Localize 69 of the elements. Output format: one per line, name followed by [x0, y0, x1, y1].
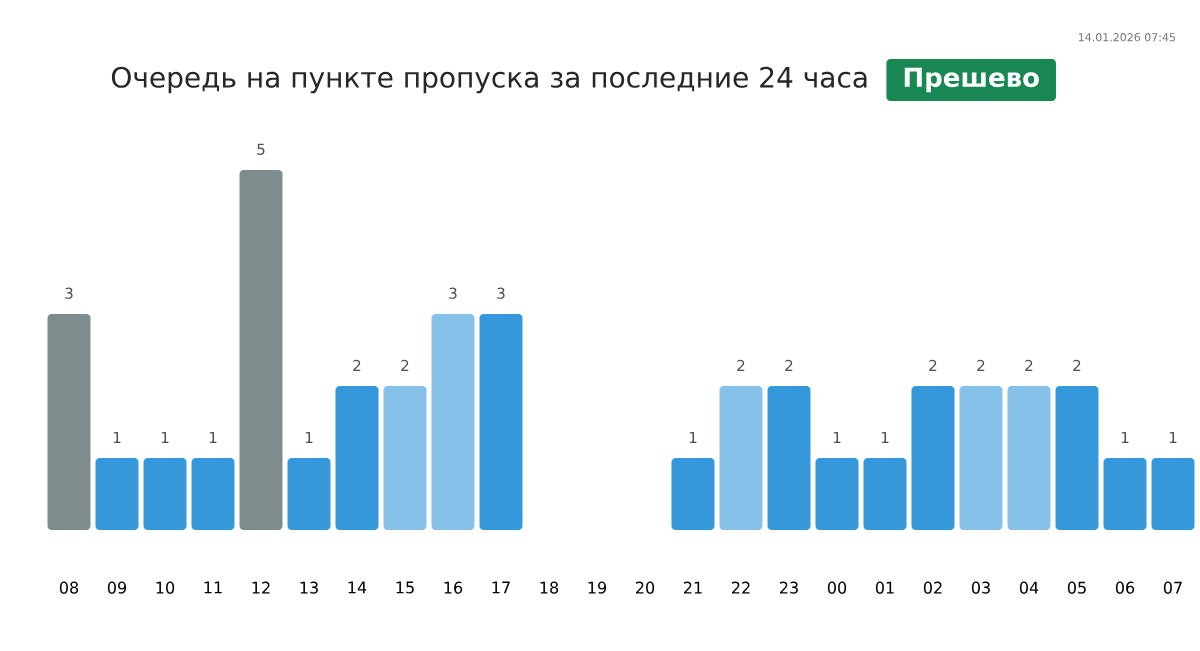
data-label: 1 — [833, 432, 841, 443]
data-label: 1 — [209, 432, 217, 443]
bar — [767, 385, 811, 530]
x-tick-label: 08 — [59, 581, 79, 594]
x-tick-label: 21 — [683, 581, 702, 594]
data-label: 2 — [929, 359, 937, 371]
data-label: 1 — [689, 432, 697, 443]
bar — [431, 314, 475, 530]
x-tick-label: 03 — [971, 581, 990, 594]
bar — [671, 457, 715, 530]
data-label: 2 — [977, 359, 985, 371]
data-label: 2 — [737, 359, 745, 371]
x-tick-label: 09 — [107, 581, 127, 594]
bar — [239, 170, 283, 530]
x-tick-label: 04 — [1019, 581, 1039, 594]
data-label: 2 — [353, 359, 361, 371]
x-tick-label: 01 — [875, 581, 894, 594]
data-label: 2 — [785, 359, 793, 371]
bar — [815, 457, 859, 530]
x-tick-label: 18 — [540, 581, 559, 594]
x-tick-label: 06 — [1115, 581, 1135, 594]
bar — [1151, 457, 1195, 530]
x-tick-label: 07 — [1163, 581, 1182, 594]
data-label: 3 — [65, 287, 73, 299]
bar — [383, 385, 427, 530]
data-label: 2 — [401, 359, 409, 371]
x-tick-label: 15 — [396, 581, 414, 594]
data-label: 5 — [257, 143, 265, 155]
bar — [47, 314, 91, 530]
x-tick-label: 11 — [204, 581, 222, 594]
data-label: 2 — [1025, 359, 1033, 371]
data-label: 3 — [497, 287, 505, 299]
bar — [143, 457, 187, 530]
x-tick-label: 14 — [348, 581, 367, 594]
bar — [191, 457, 235, 530]
bar — [335, 385, 379, 530]
data-label: 2 — [1073, 359, 1081, 371]
x-tick-label: 02 — [923, 581, 942, 594]
bar — [719, 385, 763, 530]
x-tick-label: 22 — [731, 581, 750, 594]
data-label: 1 — [1169, 432, 1177, 443]
bar — [287, 457, 331, 530]
x-tick-label: 19 — [588, 581, 607, 594]
bar — [863, 457, 907, 530]
x-tick-label: 05 — [1067, 581, 1086, 594]
x-tick-label: 17 — [492, 581, 510, 594]
x-tick-label: 23 — [779, 581, 798, 594]
x-tick-label: 10 — [156, 581, 175, 594]
bar — [1103, 457, 1147, 530]
text: 14.01.2026 07:45 — [1078, 33, 1175, 42]
x-tick-label: 16 — [444, 581, 463, 594]
x-tick-label: 12 — [252, 581, 270, 594]
bar — [1007, 385, 1051, 530]
bar — [959, 385, 1003, 530]
x-tick-label: 20 — [635, 581, 655, 594]
chart-subtitle: Прешево — [904, 67, 1039, 93]
data-label: 3 — [449, 287, 457, 299]
chart-title: Очередь на пункте пропуска за последние 24 часа — [111, 66, 867, 94]
x-tick-label: 13 — [300, 581, 318, 594]
bar — [911, 385, 955, 530]
data-label: 1 — [113, 432, 121, 443]
x-tick-label: 00 — [827, 581, 847, 594]
bar — [479, 314, 523, 530]
bar — [95, 457, 139, 530]
data-label: 1 — [305, 432, 313, 443]
data-label: 1 — [1121, 432, 1129, 443]
data-label: 1 — [161, 432, 169, 443]
bar — [1055, 385, 1099, 530]
data-label: 1 — [881, 432, 889, 443]
